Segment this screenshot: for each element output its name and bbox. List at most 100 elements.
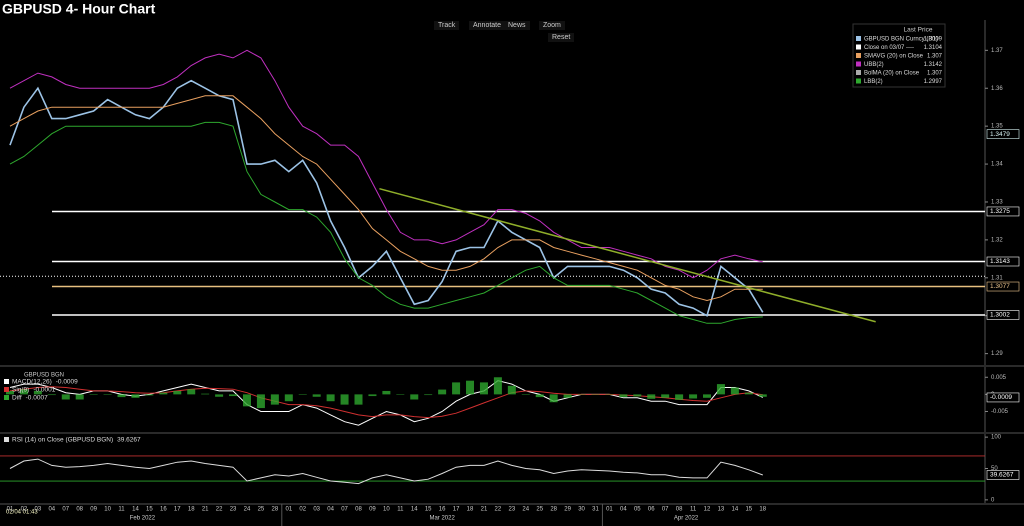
x-tick-label: 29: [564, 507, 571, 513]
diff-bar: [633, 394, 642, 397]
diff-bar: [215, 394, 224, 397]
x-tick-label: 03: [313, 507, 320, 513]
reset-button[interactable]: Reset: [548, 33, 575, 42]
price-tag: [986, 470, 1020, 480]
diff-bar: [577, 394, 586, 395]
x-tick-label: 24: [522, 507, 529, 513]
x-tick-label: 16: [439, 507, 446, 513]
y-tick-label: 50: [991, 466, 998, 472]
x-tick-label: 09: [369, 507, 376, 513]
price-tag-label: 1.3002: [990, 312, 1010, 319]
diff-bar: [424, 394, 433, 396]
month-label: Feb 2022: [130, 516, 156, 522]
toolbar-button[interactable]: Zoom: [539, 21, 565, 30]
x-tick-label: 28: [550, 507, 557, 513]
y-tick-label: 1.31: [991, 275, 1003, 281]
x-tick-label: 18: [759, 507, 766, 513]
diff-bar: [131, 394, 140, 398]
diff-bar: [75, 394, 84, 400]
diff-bar: [661, 394, 670, 398]
legend-value: 1.2997: [924, 79, 943, 85]
price-tag-label: -0.0009: [990, 394, 1012, 401]
legend-value: 1.3009: [924, 37, 943, 43]
price-tag-label: 1.3077: [990, 283, 1010, 290]
x-tick-label: 17: [174, 507, 181, 513]
diff-bar: [270, 394, 279, 405]
series-line: [9, 458, 763, 485]
toolbar-button[interactable]: Track: [434, 21, 460, 30]
chart-title: GBPUSD 4- Hour Chart: [2, 1, 156, 17]
legend-value: -0.0009: [56, 379, 78, 386]
x-tick-label: 31: [592, 507, 599, 513]
x-tick-label: 06: [648, 507, 655, 513]
cursor-label: 02/04 01:43: [6, 510, 38, 516]
diff-bar: [744, 392, 753, 395]
diff-bar: [619, 394, 628, 398]
diff-bar: [438, 389, 447, 395]
trendline: [379, 187, 876, 323]
toolbar-button[interactable]: Annotate: [469, 21, 506, 30]
legend-label: GBPUSD BGN Curncy (R1): [864, 37, 938, 43]
diff-bar: [689, 394, 698, 399]
legend-swatch: [4, 387, 9, 392]
price-tag-label: 1.3479: [990, 131, 1010, 138]
price-tag: [986, 129, 1020, 139]
x-tick-label: 10: [383, 507, 390, 513]
diff-bar: [173, 390, 182, 395]
legend-swatch: [856, 70, 861, 75]
x-tick-label: 13: [718, 507, 725, 513]
toolbar-button[interactable]: News: [504, 21, 530, 30]
x-tick-label: 07: [341, 507, 348, 513]
x-tick-label: 08: [76, 507, 83, 513]
price-tag: [986, 392, 1020, 403]
diff-bar: [61, 394, 70, 400]
legend-swatch: [856, 44, 861, 50]
diff-bar: [242, 394, 251, 407]
x-tick-label: 25: [258, 507, 265, 513]
x-tick-label: 03: [35, 507, 42, 513]
legend-label: SMAVG (20) on Close: [864, 54, 924, 60]
x-tick-label: 11: [118, 507, 125, 513]
legend-label: UBB(2): [864, 62, 884, 68]
price-tag-label: 1.3143: [990, 258, 1010, 265]
y-tick-label: 1.36: [991, 86, 1003, 92]
x-tick-label: 09: [90, 507, 97, 513]
x-tick-label: 07: [662, 507, 669, 513]
diff-bar: [103, 394, 112, 395]
legend-label: LBB(2): [864, 79, 883, 85]
legend-value: -0.0001: [33, 387, 55, 394]
diff-bar: [507, 385, 516, 395]
y-tick-label: -0.005: [991, 409, 1009, 415]
legend-label: MACD(12,26): [12, 379, 52, 386]
legend-label: Diff: [12, 395, 22, 402]
diff-bar: [452, 382, 461, 395]
x-tick-label: 21: [202, 507, 209, 513]
diff-bar: [493, 377, 502, 395]
diff-bar: [396, 394, 405, 395]
x-tick-label: 01: [285, 507, 292, 513]
diff-bar: [256, 394, 265, 409]
month-label: Apr 2022: [674, 516, 699, 522]
legend-label: BolMA (20) on Close: [864, 71, 920, 77]
x-tick-label: 14: [411, 507, 418, 513]
diff-bar: [410, 394, 419, 400]
x-tick-label: 18: [188, 507, 195, 513]
x-tick-label: 08: [676, 507, 683, 513]
diff-bar: [159, 392, 168, 395]
price-tag: [986, 256, 1020, 267]
x-tick-label: 18: [467, 507, 474, 513]
diff-bar: [33, 390, 42, 395]
diff-bar: [563, 394, 572, 398]
x-tick-label: 15: [425, 507, 432, 513]
diff-bar: [6, 390, 14, 395]
legend-swatch: [4, 395, 9, 400]
diff-bar: [549, 394, 558, 403]
diff-bar: [284, 394, 293, 402]
price-tag: [986, 281, 1020, 292]
x-tick-label: 15: [146, 507, 153, 513]
diff-bar: [340, 394, 349, 405]
diff-bar: [382, 390, 391, 395]
legend-value: 39.6267: [117, 437, 141, 444]
